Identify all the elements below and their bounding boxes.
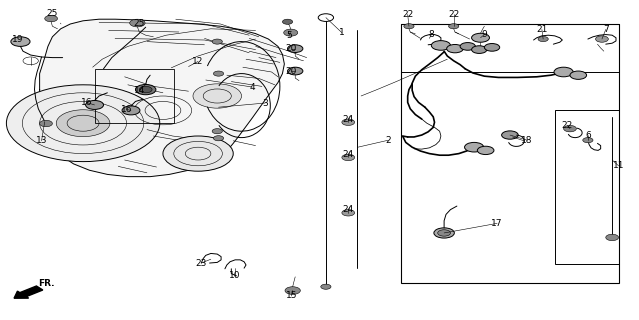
Circle shape (596, 36, 608, 42)
Bar (95, 69, 174, 123)
Circle shape (6, 85, 160, 162)
Text: 15: 15 (286, 292, 297, 300)
Circle shape (285, 287, 300, 294)
Text: 10: 10 (229, 271, 241, 280)
Text: 20: 20 (286, 67, 297, 76)
Polygon shape (40, 19, 284, 177)
Circle shape (477, 146, 494, 155)
Text: 25: 25 (47, 9, 58, 18)
Text: 11: 11 (613, 161, 624, 170)
Circle shape (342, 154, 355, 161)
Circle shape (472, 46, 487, 53)
Text: 1: 1 (339, 28, 344, 37)
Circle shape (11, 37, 30, 46)
Circle shape (431, 41, 450, 50)
Text: 16: 16 (81, 98, 92, 107)
Circle shape (56, 110, 110, 137)
Circle shape (86, 100, 104, 109)
Circle shape (342, 210, 355, 216)
Circle shape (282, 19, 293, 24)
Circle shape (45, 15, 58, 22)
Text: 25: 25 (134, 19, 145, 28)
Text: 18: 18 (521, 136, 533, 145)
Circle shape (472, 33, 489, 42)
Circle shape (135, 84, 156, 95)
Bar (555, 110, 619, 264)
Text: FR.: FR. (38, 279, 54, 288)
Circle shape (502, 131, 518, 139)
Circle shape (288, 67, 303, 75)
Text: 19: 19 (12, 35, 24, 44)
Circle shape (213, 71, 224, 76)
Text: 3: 3 (263, 99, 268, 108)
Text: 23: 23 (196, 259, 207, 268)
Text: 22: 22 (562, 121, 573, 130)
Circle shape (284, 29, 298, 36)
Text: 22: 22 (402, 10, 413, 19)
Circle shape (447, 44, 463, 53)
Text: 8: 8 (429, 30, 434, 39)
Text: 2: 2 (386, 136, 391, 145)
Text: 24: 24 (343, 205, 354, 214)
Circle shape (288, 45, 303, 52)
Text: 6: 6 (585, 131, 590, 140)
Circle shape (460, 43, 475, 50)
Text: 12: 12 (192, 57, 204, 66)
Text: 4: 4 (250, 83, 255, 92)
Text: 22: 22 (448, 10, 459, 19)
Circle shape (449, 24, 459, 29)
Circle shape (606, 234, 619, 241)
Circle shape (163, 136, 233, 171)
Circle shape (122, 106, 140, 115)
Text: 21: 21 (536, 25, 548, 34)
Circle shape (404, 24, 414, 29)
Text: 13: 13 (36, 136, 47, 145)
Circle shape (564, 125, 576, 132)
Text: 24: 24 (343, 115, 354, 124)
Circle shape (342, 119, 355, 125)
Circle shape (484, 44, 500, 51)
Circle shape (554, 67, 573, 77)
Circle shape (40, 120, 52, 127)
Text: 17: 17 (491, 219, 503, 228)
Circle shape (321, 284, 331, 289)
Circle shape (212, 129, 222, 134)
Circle shape (434, 228, 454, 238)
Text: 24: 24 (343, 150, 354, 159)
Circle shape (213, 136, 224, 141)
Circle shape (538, 36, 548, 42)
Text: 14: 14 (134, 86, 145, 95)
Circle shape (130, 19, 145, 27)
FancyArrow shape (14, 286, 43, 298)
Circle shape (139, 86, 152, 93)
Circle shape (212, 39, 222, 44)
Text: 9: 9 (482, 30, 487, 39)
Text: 7: 7 (603, 25, 608, 34)
Bar (401, 24, 619, 72)
Circle shape (193, 84, 242, 108)
Text: 5: 5 (286, 31, 291, 40)
Circle shape (583, 138, 593, 143)
Bar (401, 24, 619, 283)
Circle shape (570, 71, 587, 79)
Text: 20: 20 (286, 44, 297, 53)
Circle shape (438, 230, 450, 236)
Text: 16: 16 (121, 105, 132, 114)
Circle shape (465, 142, 484, 152)
